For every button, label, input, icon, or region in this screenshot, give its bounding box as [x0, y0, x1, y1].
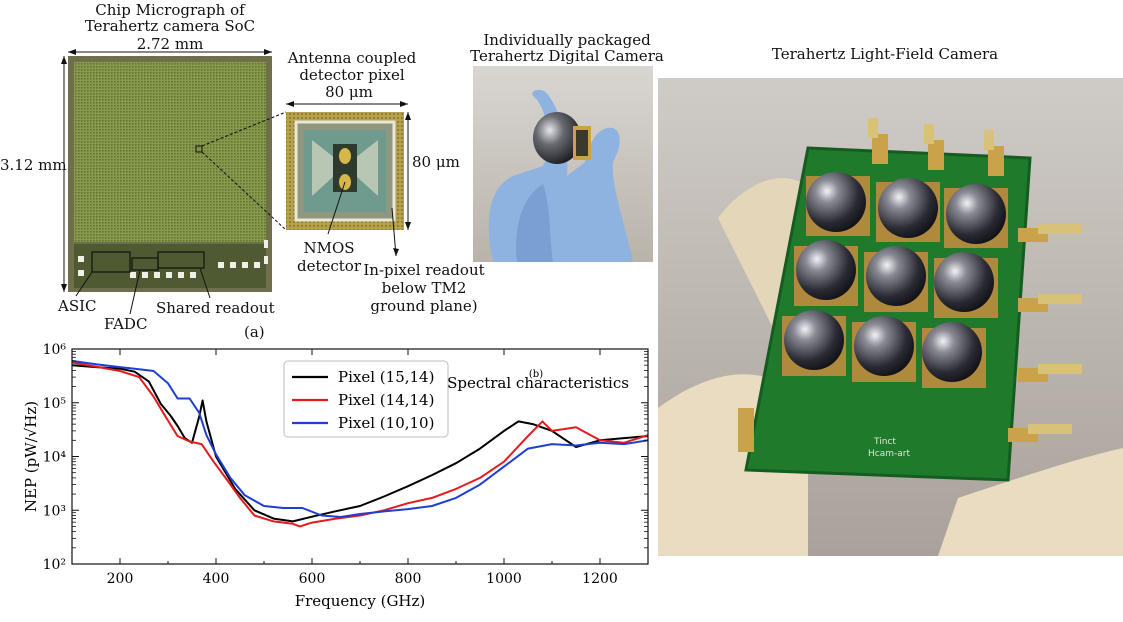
label-shared-readout: Shared readout [156, 299, 275, 317]
label-nmos-line1: NMOS [303, 239, 355, 257]
inset-title-line1: Antenna coupled [287, 49, 417, 67]
legend-entry-3: Pixel (10,10) [338, 414, 434, 432]
chip-title-line1: Chip Micrograph of [95, 1, 245, 19]
y-tick-label: 10⁴ [43, 450, 67, 466]
y-tick-label: 10⁶ [43, 342, 67, 358]
x-tick-label: 600 [299, 571, 326, 587]
x-tick-label: 1000 [486, 571, 522, 587]
label-inpixel-line2: below TM2 [381, 279, 467, 297]
series-line-1 [71, 364, 649, 523]
legend-box [283, 360, 449, 438]
board-text-line1: Tinct [873, 437, 896, 447]
chip-width-dimension: 2.72 mm [136, 35, 204, 53]
x-tick-label: 200 [107, 571, 134, 587]
x-tick-label: 800 [395, 571, 422, 587]
inset-width-dimension: 80 μm [325, 83, 373, 101]
packaged-title-line1: Individually packaged [483, 31, 651, 49]
legend-entry-2: Pixel (14,14) [338, 391, 434, 409]
lightfield-camera-photo: Tinct Hcam-art [658, 78, 1123, 556]
label-nmos-line2: detector [296, 257, 361, 275]
nep-chart: 200 400 600 800 1000 1200 10² 10³ 10⁴ 10⁵ 10⁶ Frequ… [22, 342, 649, 610]
chip-title-line2: Terahertz camera SoC [84, 17, 256, 35]
label-inpixel-line3: ground plane) [370, 297, 478, 315]
y-tick-label: 10³ [43, 503, 66, 519]
panel-a-letter: (a) [244, 323, 265, 341]
series-line-2 [71, 361, 649, 528]
x-tick-label: 400 [203, 571, 230, 587]
label-inpixel-line1: In-pixel readout [363, 261, 485, 279]
packaged-camera-photo [473, 66, 653, 262]
x-tick-label: 1200 [582, 571, 618, 587]
panel-b-letter: (b) [529, 369, 543, 380]
label-asic: ASIC [58, 297, 97, 315]
label-fadc: FADC [104, 315, 148, 333]
chip-micrograph-drawing [61, 49, 411, 315]
x-axis-label: Frequency (GHz) [295, 592, 426, 610]
chart-title: Spectral characteristics [447, 374, 629, 392]
inset-height-dimension: 80 μm [412, 153, 460, 171]
legend-entry-1: Pixel (15,14) [338, 368, 434, 386]
inset-title-line2: detector pixel [299, 66, 405, 84]
series-line-3 [71, 359, 649, 518]
packaged-title-line2: Terahertz Digital Camera [470, 47, 664, 65]
board-text-line2: Hcam-art [868, 449, 910, 459]
lightfield-title: Terahertz Light-Field Camera [771, 45, 999, 63]
y-tick-label: 10² [43, 557, 66, 573]
chip-height-dimension: 3.12 mm [0, 156, 67, 174]
y-axis-label: NEP (pW/√Hz) [22, 401, 40, 512]
y-tick-label: 10⁵ [43, 396, 67, 412]
